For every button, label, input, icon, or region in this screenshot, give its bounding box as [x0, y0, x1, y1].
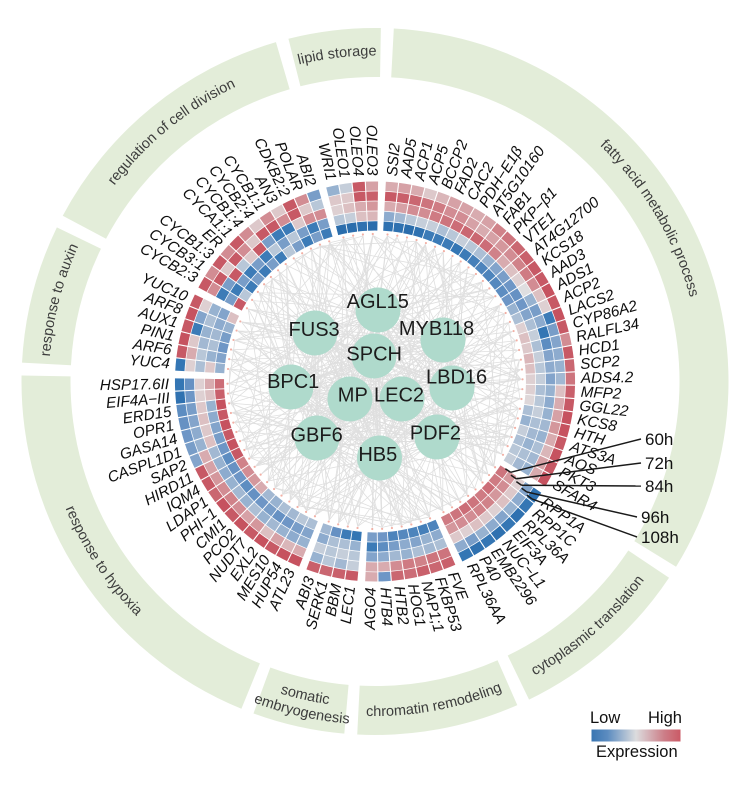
svg-text:YUC4: YUC4 [129, 352, 171, 372]
svg-text:BPC1: BPC1 [267, 371, 319, 393]
svg-text:96h: 96h [641, 508, 669, 527]
svg-text:AGO4: AGO4 [362, 587, 380, 631]
svg-text:AAD5: AAD5 [398, 137, 421, 180]
svg-text:60h: 60h [645, 430, 673, 449]
svg-text:HB5: HB5 [358, 444, 397, 466]
svg-text:LEC2: LEC2 [374, 385, 424, 407]
svg-text:MFP2: MFP2 [580, 384, 622, 403]
svg-text:GGL22: GGL22 [579, 397, 630, 420]
svg-text:SPCH: SPCH [346, 344, 402, 366]
svg-text:AGL15: AGL15 [347, 291, 409, 313]
svg-text:84h: 84h [645, 477, 673, 496]
svg-text:PIN1: PIN1 [139, 321, 176, 345]
svg-text:ADS4.2: ADS4.2 [580, 369, 634, 387]
svg-text:HTB2: HTB2 [390, 585, 411, 626]
svg-text:EIF4A−III: EIF4A−III [105, 390, 171, 412]
svg-text:Expression: Expression [596, 743, 678, 761]
svg-text:LBD16: LBD16 [426, 367, 487, 389]
svg-text:108h: 108h [641, 528, 679, 547]
svg-text:HTB4: HTB4 [376, 587, 395, 627]
svg-text:BBM: BBM [323, 582, 346, 618]
svg-text:ARF6: ARF6 [131, 336, 173, 359]
svg-text:OLEO3: OLEO3 [363, 125, 381, 176]
svg-text:LEC1: LEC1 [338, 585, 359, 625]
svg-text:SSI2: SSI2 [384, 142, 404, 177]
svg-text:HCD1: HCD1 [577, 336, 620, 359]
svg-text:High: High [648, 709, 682, 727]
svg-text:MP: MP [338, 385, 368, 407]
svg-text:GBF6: GBF6 [290, 425, 342, 447]
svg-text:Low: Low [590, 709, 620, 727]
svg-text:72h: 72h [645, 454, 673, 473]
svg-text:FUS3: FUS3 [289, 319, 340, 341]
svg-text:PDF2: PDF2 [410, 423, 461, 445]
svg-text:MYB118: MYB118 [399, 318, 474, 340]
svg-text:OLEO4: OLEO4 [346, 125, 367, 177]
svg-text:HSP17.6II: HSP17.6II [100, 376, 170, 394]
svg-text:SCP2: SCP2 [580, 353, 621, 373]
